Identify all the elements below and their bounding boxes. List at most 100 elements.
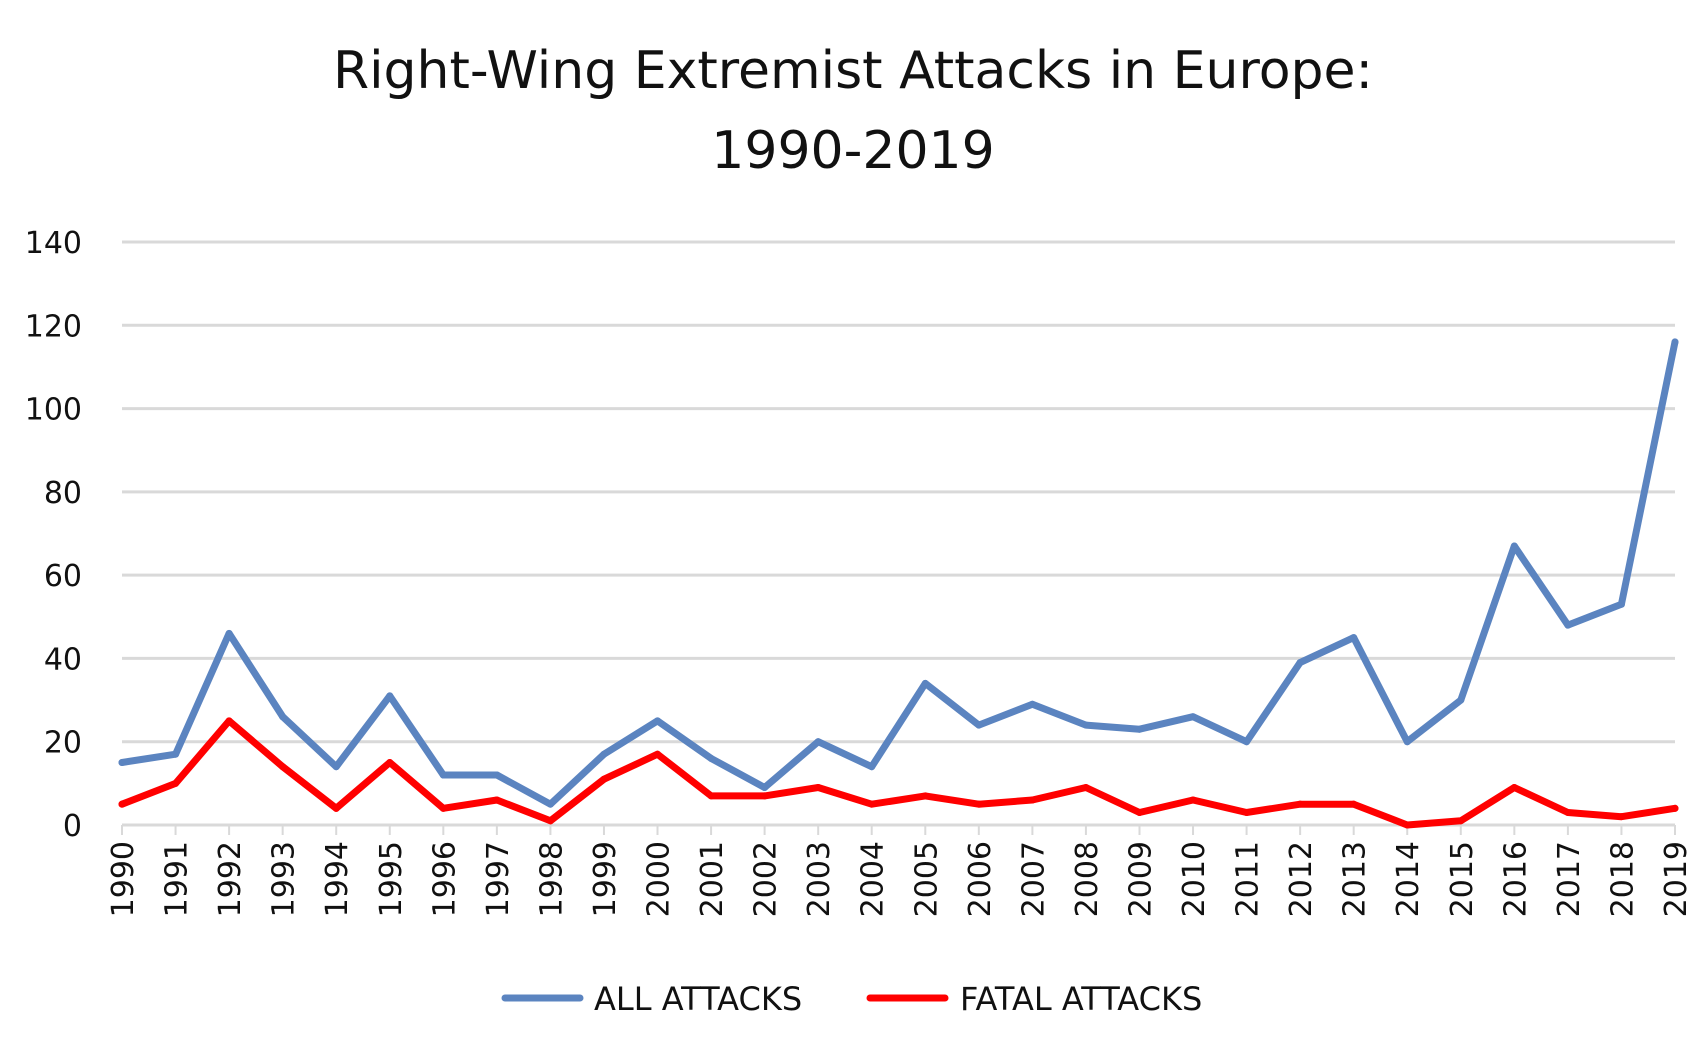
data-point-fatal-attacks	[868, 800, 876, 808]
y-tick-label: 40	[44, 642, 82, 677]
data-point-all-attacks	[386, 692, 394, 700]
data-point-fatal-attacks	[921, 792, 929, 800]
data-point-fatal-attacks	[1457, 817, 1465, 825]
data-point-all-attacks	[225, 629, 233, 637]
x-tick-label: 2013	[1338, 841, 1373, 917]
data-point-fatal-attacks	[439, 804, 447, 812]
gridlines	[122, 240, 1675, 827]
data-point-all-attacks	[1028, 700, 1036, 708]
x-tick-label: 2009	[1123, 841, 1158, 917]
data-point-all-attacks	[279, 713, 287, 721]
x-tick-label: 2014	[1391, 841, 1426, 917]
data-point-all-attacks	[1243, 738, 1251, 746]
chart-subtitle: 1990-2019	[711, 121, 994, 181]
data-point-fatal-attacks	[1510, 784, 1518, 792]
x-tick-label: 2008	[1070, 841, 1105, 917]
x-tick-label: 2003	[802, 841, 837, 917]
data-point-fatal-attacks	[279, 763, 287, 771]
data-point-fatal-attacks	[386, 759, 394, 767]
data-point-all-attacks	[1457, 696, 1465, 704]
data-point-all-attacks	[439, 771, 447, 779]
data-point-fatal-attacks	[1082, 784, 1090, 792]
y-tick-label: 100	[25, 393, 82, 428]
data-point-all-attacks	[1403, 738, 1411, 746]
data-point-fatal-attacks	[1617, 813, 1625, 821]
data-point-all-attacks	[921, 679, 929, 687]
series-line-fatal-attacks	[118, 717, 1679, 829]
x-axis-ticks: 1990 1991 1992 1993 1994 1995 1996 1997 1998 1999…	[106, 825, 1694, 917]
data-point-all-attacks	[1510, 542, 1518, 550]
series-lines	[118, 338, 1679, 829]
data-point-fatal-attacks	[1671, 804, 1679, 812]
data-point-fatal-attacks	[172, 779, 180, 787]
x-tick-label: 2011	[1231, 841, 1266, 917]
y-tick-label: 60	[44, 559, 82, 594]
data-point-fatal-attacks	[1296, 800, 1304, 808]
x-tick-label: 2002	[749, 841, 784, 917]
x-tick-label: 1993	[267, 841, 302, 917]
x-tick-label: 2006	[963, 841, 998, 917]
data-point-fatal-attacks	[761, 792, 769, 800]
x-tick-label: 1992	[213, 841, 248, 917]
data-point-fatal-attacks	[332, 804, 340, 812]
data-point-all-attacks	[707, 754, 715, 762]
data-point-all-attacks	[814, 738, 822, 746]
x-tick-label: 1999	[588, 841, 623, 917]
data-point-all-attacks	[761, 784, 769, 792]
data-point-all-attacks	[1082, 721, 1090, 729]
x-tick-label: 2016	[1498, 841, 1533, 917]
data-point-fatal-attacks	[1189, 796, 1197, 804]
data-point-all-attacks	[118, 759, 126, 767]
y-tick-label: 120	[25, 309, 82, 344]
data-point-all-attacks	[172, 750, 180, 758]
x-tick-label: 2004	[856, 841, 891, 917]
data-point-fatal-attacks	[814, 784, 822, 792]
legend-label-all-attacks: ALL ATTACKS	[594, 980, 802, 1018]
data-point-fatal-attacks	[225, 717, 233, 725]
data-point-all-attacks	[546, 800, 554, 808]
data-point-fatal-attacks	[975, 800, 983, 808]
x-tick-label: 1991	[160, 841, 195, 917]
data-point-all-attacks	[493, 771, 501, 779]
data-point-all-attacks	[332, 763, 340, 771]
y-tick-label: 140	[25, 226, 82, 261]
x-tick-label: 2005	[909, 841, 944, 917]
data-point-fatal-attacks	[1564, 809, 1572, 817]
data-point-all-attacks	[1350, 634, 1358, 642]
x-tick-label: 1997	[481, 841, 516, 917]
x-tick-label: 1995	[374, 841, 409, 917]
data-point-fatal-attacks	[546, 817, 554, 825]
data-point-fatal-attacks	[1403, 821, 1411, 829]
y-axis-ticks: 0 20 40 60 80 100 120 140	[25, 226, 82, 844]
data-point-fatal-attacks	[118, 800, 126, 808]
y-tick-label: 80	[44, 476, 82, 511]
data-point-all-attacks	[1189, 713, 1197, 721]
data-point-fatal-attacks	[600, 775, 608, 783]
data-point-all-attacks	[654, 717, 662, 725]
x-tick-label: 2010	[1177, 841, 1212, 917]
x-tick-label: 2018	[1605, 841, 1640, 917]
data-point-all-attacks	[975, 721, 983, 729]
data-point-fatal-attacks	[1350, 800, 1358, 808]
data-point-fatal-attacks	[1135, 809, 1143, 817]
data-point-all-attacks	[1564, 621, 1572, 629]
data-point-fatal-attacks	[654, 750, 662, 758]
x-tick-label: 2012	[1284, 841, 1319, 917]
y-tick-label: 0	[63, 809, 82, 844]
data-point-all-attacks	[1671, 338, 1679, 346]
data-point-fatal-attacks	[493, 796, 501, 804]
x-tick-label: 1998	[534, 841, 569, 917]
x-tick-label: 1994	[320, 841, 355, 917]
x-tick-label: 2019	[1659, 841, 1694, 917]
data-point-all-attacks	[1617, 600, 1625, 608]
x-tick-label: 2017	[1552, 841, 1587, 917]
data-point-fatal-attacks	[1243, 809, 1251, 817]
chart-title: Right-Wing Extremist Attacks in Europe:	[333, 41, 1373, 101]
y-tick-label: 20	[44, 726, 82, 761]
x-tick-label: 1990	[106, 841, 141, 917]
data-point-all-attacks	[1296, 659, 1304, 667]
data-point-fatal-attacks	[707, 792, 715, 800]
legend-label-fatal-attacks: FATAL ATTACKS	[960, 980, 1202, 1018]
